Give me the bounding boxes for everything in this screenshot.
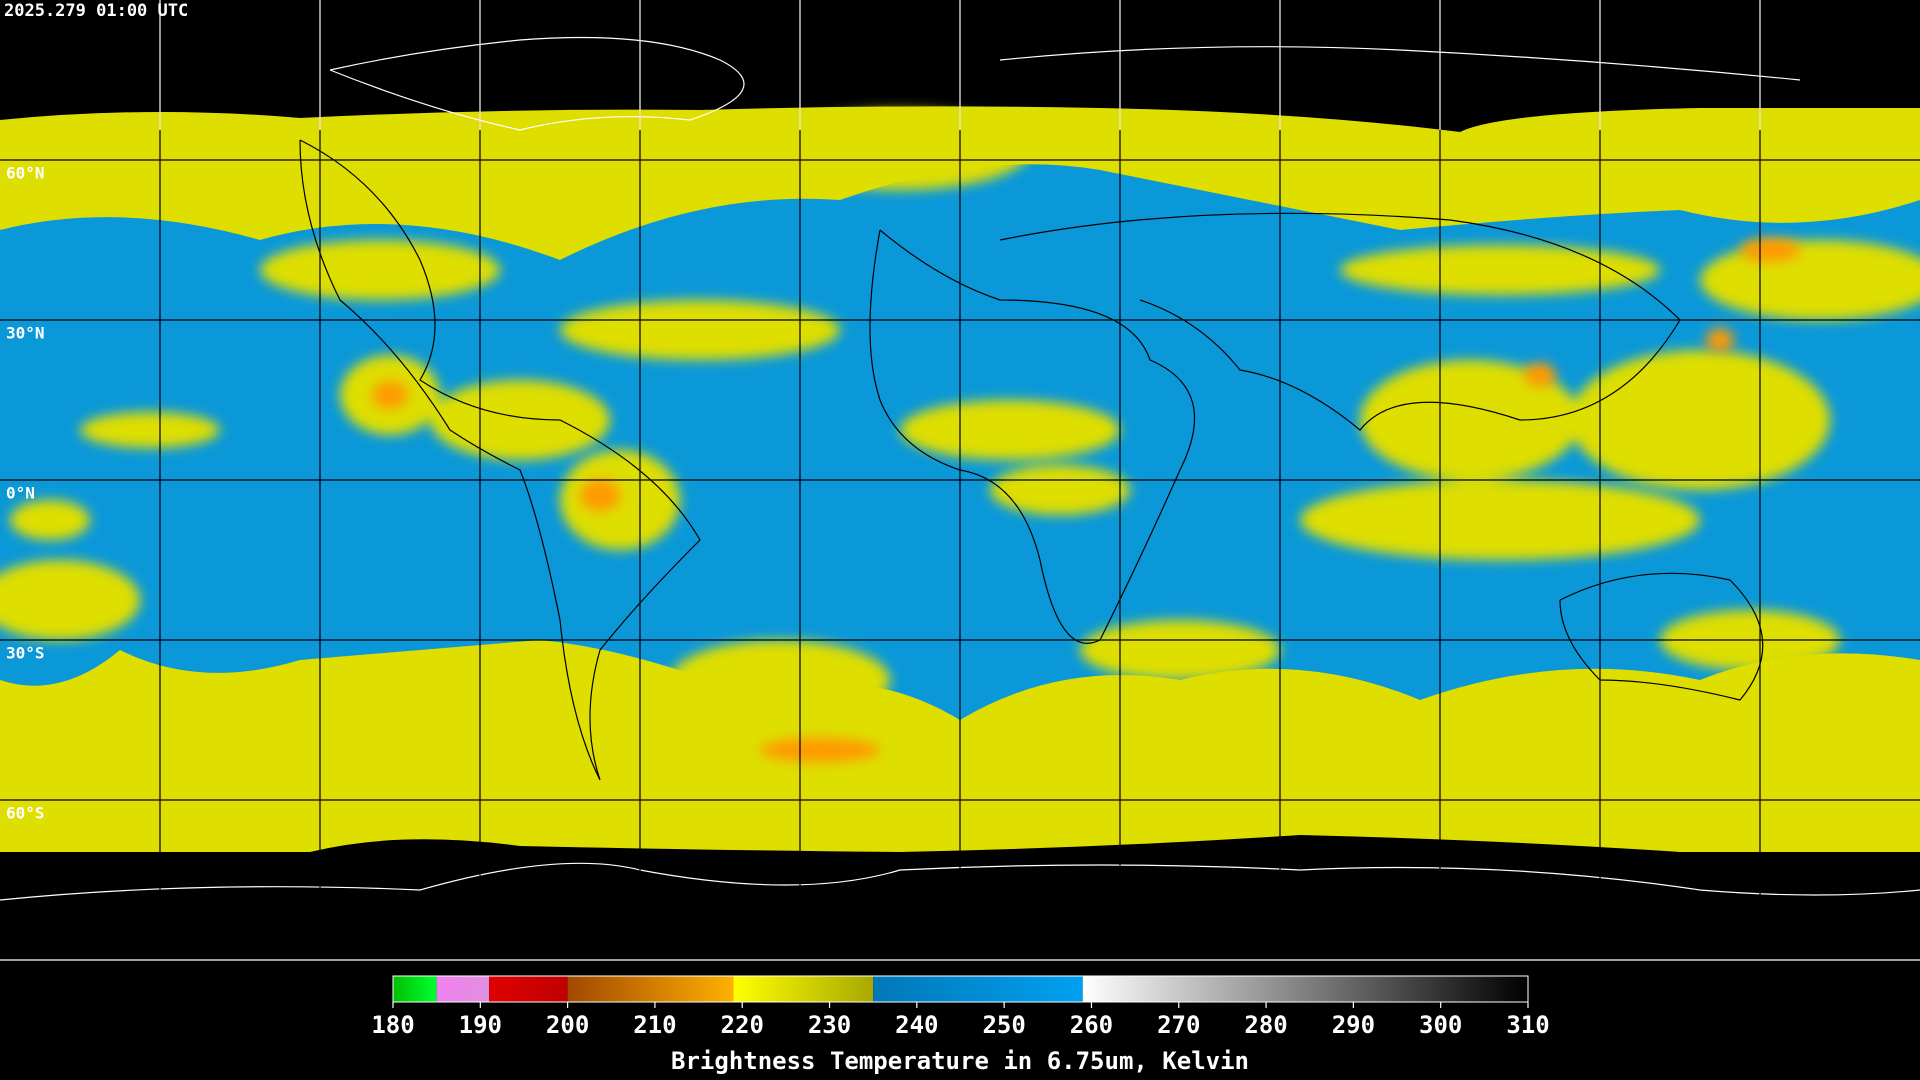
colorbar-segment [436,976,490,1002]
colorbar-tick-label: 200 [546,1011,589,1039]
colorbar-tick-label: 190 [459,1011,502,1039]
colorbar-tick-label: 290 [1332,1011,1375,1039]
cold-cloud-tops [372,238,1800,762]
colorbar-title: Brightness Temperature in 6.75um, Kelvin [671,1047,1249,1075]
latitude-label: 0°N [6,484,35,503]
colorbar-tick-label: 180 [371,1011,414,1039]
colorbar-segment [489,976,568,1002]
colorbar-tick-label: 260 [1070,1011,1113,1039]
latitude-label: 60°N [6,164,45,183]
coastlines [299,139,1764,781]
colorbar-tick-label: 220 [721,1011,764,1039]
colorbar-tick-label: 230 [808,1011,851,1039]
colorbar-segment [393,976,437,1002]
colorbar-tick-label: 240 [895,1011,938,1039]
colorbar-tick-label: 250 [982,1011,1025,1039]
colorbar-segment [1082,976,1528,1002]
latitude-label: 30°S [6,644,45,663]
latitude-label: 30°N [6,324,45,343]
colorbar-tick-label: 280 [1244,1011,1287,1039]
colorbar-segment [873,976,1083,1002]
colorbar-segment [733,976,874,1002]
colorbar-tick-label: 210 [633,1011,676,1039]
graticule: 60°N 30°N 0°N 30°S 60°S [0,0,1920,961]
colorbar: 180 190 200 210 220 230 240 250 260 270 280 290 300 3… [371,975,1550,1039]
polar-coastlines [0,36,1920,901]
colorbar-tick-label: 310 [1506,1011,1549,1039]
colorbar-tick-label: 270 [1157,1011,1200,1039]
timestamp: 2025.279 01:00 UTC [4,1,188,21]
latitude-label: 60°S [6,804,45,823]
colorbar-segment [567,976,734,1002]
colorbar-frame [392,975,1529,1003]
colorbar-tick-label: 300 [1419,1011,1462,1039]
